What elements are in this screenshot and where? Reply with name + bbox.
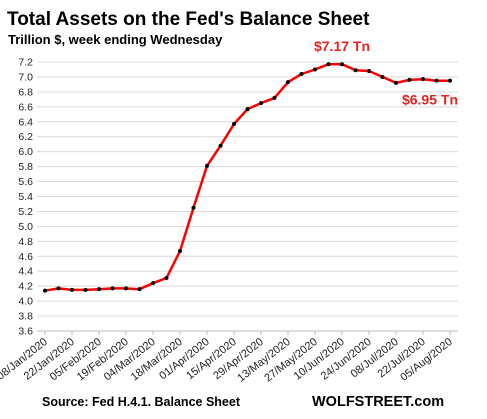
data-point	[137, 287, 142, 292]
data-point	[434, 78, 439, 83]
y-tick-label: 6.6	[18, 101, 33, 113]
y-tick-label: 4.2	[18, 281, 33, 293]
data-point	[326, 62, 331, 67]
data-point	[245, 107, 250, 112]
y-tick-label: 5.2	[18, 206, 33, 218]
points-layer	[43, 62, 452, 293]
y-tick-label: 5.0	[18, 221, 33, 233]
data-point	[191, 205, 196, 210]
y-tick-label: 7.2	[18, 57, 33, 69]
data-point	[70, 287, 74, 292]
data-point	[43, 288, 47, 293]
y-tick-label: 5.4	[18, 191, 33, 203]
data-point	[178, 249, 182, 254]
chart-subtitle: Trillion $, week ending Wednesday	[8, 32, 223, 47]
y-tick-label: 4.4	[18, 266, 33, 278]
data-point	[407, 77, 412, 82]
x-axis: 08/Jan/202022/Jan/202005/Feb/202019/Feb/…	[0, 331, 455, 385]
y-tick-label: 6.8	[18, 86, 33, 98]
y-tick-label: 3.6	[18, 326, 33, 338]
y-tick-label: 7.0	[18, 71, 33, 83]
annotations: $7.17 Tn $6.95 Tn	[314, 38, 458, 107]
data-point	[218, 143, 223, 148]
y-tick-label: 4.8	[18, 236, 33, 248]
data-point	[56, 286, 61, 291]
data-point	[124, 286, 128, 291]
data-point	[286, 80, 290, 85]
chart-title: Total Assets on the Fed's Balance Sheet	[7, 9, 370, 30]
data-point	[259, 101, 263, 106]
y-tick-label: 4.0	[18, 296, 33, 308]
y-tick-label: 4.6	[18, 251, 33, 263]
annotation-peak: $7.17 Tn	[314, 38, 370, 54]
data-point	[205, 163, 209, 168]
data-point	[313, 67, 317, 72]
y-axis: 3.6 3.8 4.0 4.2 4.4 4.6 4.8 5.0 5.2 5.4 5.6 5.8 6.0 6…	[18, 57, 33, 338]
brand-wordmark: WOLFSTREET.com	[312, 394, 444, 410]
data-point	[380, 74, 385, 79]
gridlines	[37, 61, 458, 332]
y-tick-label: 6.4	[18, 116, 33, 128]
data-point	[272, 95, 277, 100]
y-tick-label: 5.6	[18, 176, 33, 188]
y-tick-label: 5.8	[18, 161, 33, 173]
data-point	[83, 287, 88, 292]
data-point	[151, 281, 155, 286]
annotation-latest: $6.95 Tn	[402, 92, 458, 108]
data-point	[299, 71, 304, 76]
data-point	[164, 275, 169, 280]
data-point	[367, 68, 371, 73]
data-point	[421, 77, 425, 82]
data-point	[232, 122, 236, 127]
y-tick-label: 6.2	[18, 131, 33, 143]
data-point	[448, 78, 452, 83]
data-point	[97, 287, 101, 292]
data-point	[340, 62, 344, 67]
y-tick-label: 3.8	[18, 311, 33, 323]
data-point	[110, 286, 115, 291]
source-note: Source: Fed H.4.1. Balance Sheet	[42, 395, 241, 409]
y-tick-label: 6.0	[18, 146, 33, 158]
data-point	[394, 80, 398, 85]
data-point	[353, 68, 358, 73]
